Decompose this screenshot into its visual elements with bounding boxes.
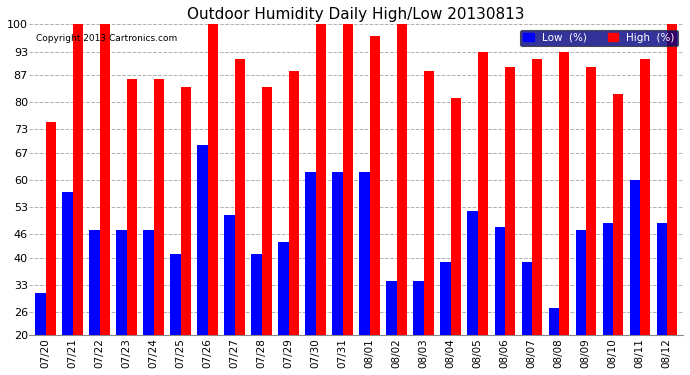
Bar xyxy=(99,24,110,335)
Bar xyxy=(424,71,434,335)
Bar xyxy=(126,79,137,335)
Bar xyxy=(575,231,586,335)
Bar xyxy=(181,87,191,335)
Bar xyxy=(288,71,299,335)
Text: Copyright 2013 Cartronics.com: Copyright 2013 Cartronics.com xyxy=(36,34,177,43)
Bar xyxy=(413,281,424,335)
Bar xyxy=(306,172,315,335)
Bar xyxy=(235,60,245,335)
Bar xyxy=(251,254,262,335)
Bar xyxy=(144,231,154,335)
Bar xyxy=(224,215,235,335)
Bar xyxy=(154,79,164,335)
Bar xyxy=(657,223,667,335)
Bar xyxy=(359,172,370,335)
Bar xyxy=(522,262,532,335)
Bar xyxy=(451,98,461,335)
Bar xyxy=(62,192,72,335)
Bar xyxy=(278,242,288,335)
Bar xyxy=(397,24,407,335)
Bar xyxy=(549,308,559,335)
Bar xyxy=(440,262,451,335)
Bar xyxy=(667,24,677,335)
Title: Outdoor Humidity Daily High/Low 20130813: Outdoor Humidity Daily High/Low 20130813 xyxy=(188,7,525,22)
Bar xyxy=(505,67,515,335)
Legend: Low  (%), High  (%): Low (%), High (%) xyxy=(520,30,678,46)
Bar xyxy=(72,24,83,335)
Bar xyxy=(197,145,208,335)
Bar xyxy=(477,52,488,335)
Bar xyxy=(386,281,397,335)
Bar xyxy=(89,231,99,335)
Bar xyxy=(629,180,640,335)
Bar xyxy=(117,231,126,335)
Bar xyxy=(370,36,380,335)
Bar xyxy=(468,211,477,335)
Bar xyxy=(170,254,181,335)
Bar xyxy=(333,172,343,335)
Bar xyxy=(602,223,613,335)
Bar xyxy=(613,94,623,335)
Bar xyxy=(46,122,56,335)
Bar xyxy=(35,292,46,335)
Bar xyxy=(495,226,505,335)
Bar xyxy=(586,67,596,335)
Bar xyxy=(262,87,272,335)
Bar xyxy=(208,24,218,335)
Bar xyxy=(532,60,542,335)
Bar xyxy=(640,60,650,335)
Bar xyxy=(343,24,353,335)
Bar xyxy=(315,24,326,335)
Bar xyxy=(559,52,569,335)
